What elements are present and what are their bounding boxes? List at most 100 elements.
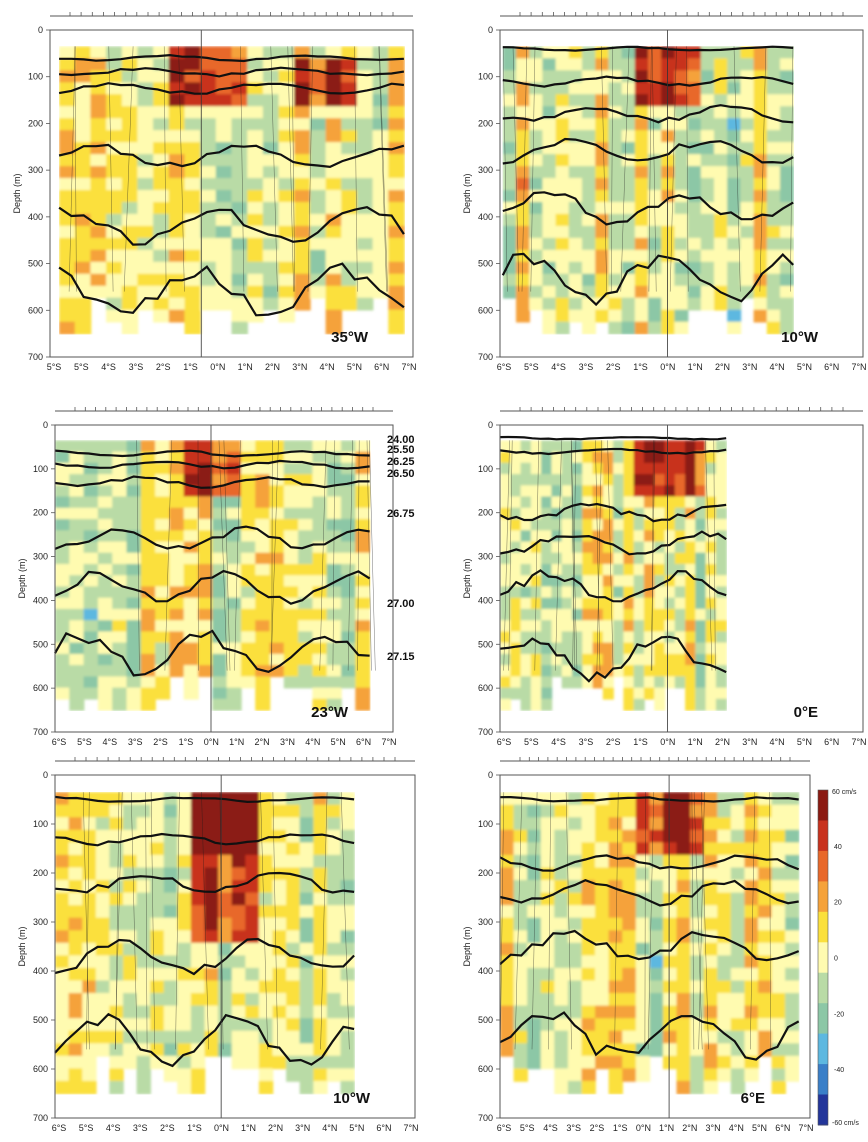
velocity-cell (561, 620, 573, 633)
velocity-cell (595, 1055, 610, 1070)
velocity-cell (785, 817, 800, 831)
velocity-cell (294, 273, 311, 287)
velocity-cell (55, 804, 70, 819)
velocity-cell (635, 880, 651, 894)
velocity-cell (183, 519, 199, 531)
velocity-cell (542, 202, 557, 215)
contour-line (651, 440, 654, 671)
velocity-cell (269, 496, 285, 509)
velocity-cell (685, 597, 697, 610)
velocity-cell (372, 178, 390, 191)
velocity-cell (623, 698, 635, 711)
velocity-cell (703, 980, 719, 994)
velocity-cell (676, 880, 691, 894)
velocity-cell (226, 451, 242, 464)
velocity-cell (95, 967, 111, 982)
velocity-cell (240, 451, 256, 464)
velocity-cell (567, 967, 583, 982)
velocity-cell (568, 225, 583, 239)
velocity-cell (226, 541, 242, 554)
velocity-cell (555, 249, 570, 263)
velocity-cell (540, 817, 556, 831)
velocity-cell (150, 1030, 165, 1045)
velocity-cell (643, 687, 655, 700)
velocity-cell (685, 474, 697, 487)
velocity-cell (633, 608, 645, 621)
velocity-cell (136, 980, 151, 994)
panel-label: 10°W (781, 329, 819, 346)
isopycnal-line (502, 104, 794, 124)
velocity-cell (744, 993, 759, 1007)
velocity-cell (634, 309, 649, 323)
contour-line (521, 46, 528, 292)
velocity-cell (90, 178, 107, 191)
velocity-cell (608, 1018, 623, 1032)
velocity-cell (649, 967, 664, 982)
velocity-cell (661, 261, 676, 275)
velocity-cell (510, 586, 522, 599)
velocity-cell (313, 1030, 328, 1045)
x-tick-label: 5°S (74, 362, 89, 372)
x-tick-label: 5°N (331, 737, 346, 747)
velocity-cell (272, 892, 287, 906)
velocity-cell (635, 1005, 651, 1019)
velocity-cell (520, 530, 532, 543)
velocity-cell (388, 237, 405, 251)
velocity-cell (705, 541, 717, 554)
velocity-cell (326, 880, 342, 894)
velocity-cell (55, 608, 71, 621)
velocity-cell (527, 842, 542, 856)
velocity-cell (190, 980, 206, 994)
velocity-cell (555, 309, 570, 323)
velocity-cell (602, 541, 614, 554)
contour-line (366, 440, 372, 671)
velocity-cell (112, 440, 128, 453)
velocity-cell (690, 1043, 705, 1057)
velocity-cell (554, 1080, 569, 1095)
velocity-cell (204, 880, 219, 894)
velocity-cell (278, 202, 295, 215)
velocity-cell (695, 653, 707, 666)
velocity-cell (717, 1018, 732, 1032)
velocity-cell (299, 1030, 315, 1045)
velocity-cell (595, 892, 610, 906)
velocity-cell (126, 676, 142, 689)
velocity-cell (527, 854, 542, 869)
colorbar-segment (818, 820, 828, 852)
velocity-cell (69, 507, 85, 520)
contour-line (218, 440, 228, 671)
colorbar-segment (818, 790, 828, 821)
velocity-cell (388, 46, 405, 60)
velocity-cell (137, 202, 154, 215)
velocity-cell (126, 440, 142, 453)
colorbar-segment (818, 1064, 828, 1096)
velocity-cell (520, 665, 532, 678)
velocity-cell (294, 46, 311, 60)
velocity-cell (309, 70, 327, 84)
velocity-cell (294, 225, 311, 239)
velocity-cell (340, 1080, 355, 1095)
velocity-cell (218, 917, 233, 932)
velocity-cell (326, 942, 342, 957)
velocity-cell (155, 485, 171, 498)
velocity-cell (121, 225, 139, 239)
velocity-cell (554, 1068, 569, 1082)
velocity-cell (520, 485, 532, 498)
velocity-cell (278, 94, 295, 107)
velocity-cell (602, 631, 614, 644)
contour-line (596, 440, 602, 671)
velocity-cell (59, 321, 76, 335)
velocity-cell (664, 462, 676, 475)
velocity-cell (643, 608, 655, 621)
velocity-cell (500, 792, 515, 806)
velocity-cell (551, 631, 563, 644)
velocity-cell (715, 620, 727, 633)
velocity-cell (554, 1018, 569, 1032)
velocity-cell (674, 519, 686, 531)
velocity-cell (298, 552, 314, 565)
velocity-cell (674, 620, 686, 633)
velocity-cell (703, 993, 719, 1007)
velocity-cell (595, 842, 610, 856)
velocity-cell (541, 530, 553, 543)
